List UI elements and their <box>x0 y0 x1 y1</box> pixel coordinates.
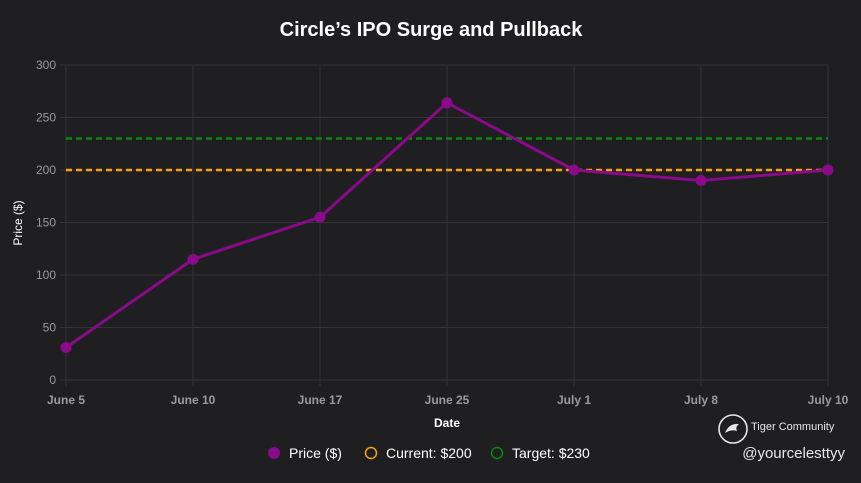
x-axis-label: Date <box>434 416 460 430</box>
y-tick-label: 300 <box>36 58 56 72</box>
legend-label: Current: $200 <box>386 445 472 461</box>
legend-marker-icon <box>268 447 280 459</box>
legend-label: Price ($) <box>289 445 342 461</box>
legend-target: Target: $230 <box>490 445 590 461</box>
grid <box>60 64 829 386</box>
data-point-price <box>822 164 834 176</box>
data-point-price <box>60 341 72 353</box>
tiger-logo-icon <box>718 414 748 444</box>
legend-current: Current: $200 <box>364 445 472 461</box>
x-tick-label: July 8 <box>684 393 718 407</box>
y-tick-label: 200 <box>36 163 56 177</box>
x-tick-label: June 17 <box>298 393 343 407</box>
legend-marker-icon <box>490 446 504 460</box>
x-tick-label: June 5 <box>47 393 85 407</box>
data-point-price <box>441 97 453 109</box>
data-point-price <box>314 211 326 223</box>
legend-price: Price ($) <box>268 445 342 461</box>
chart-title: Circle’s IPO Surge and Pullback <box>280 19 584 41</box>
data-point-price <box>695 175 707 186</box>
y-axis-label: Price ($) <box>11 200 25 245</box>
data-point-price <box>568 164 580 176</box>
series <box>60 97 834 353</box>
y-tick-label: 150 <box>36 216 56 230</box>
y-tick-label: 100 <box>36 268 56 282</box>
legend-marker-icon <box>364 446 378 460</box>
legend-label: Target: $230 <box>512 445 590 461</box>
x-tick-label: June 10 <box>171 393 216 407</box>
data-point-price <box>187 253 199 265</box>
x-tick-label: July 10 <box>808 393 849 407</box>
legend: Price ($) Current: $200 Target: $230 <box>268 445 590 461</box>
y-tick-label: 50 <box>43 321 57 335</box>
x-tick-label: June 25 <box>425 393 470 407</box>
watermark: Tiger Community @yourcelesttyy <box>717 413 847 473</box>
x-tick-label: July 1 <box>557 393 591 407</box>
watermark-handle: @yourcelesttyy <box>742 445 845 462</box>
y-tick-label: 250 <box>36 111 56 125</box>
watermark-brand: Tiger Community <box>751 421 835 433</box>
axes: 0 50 100 150 200 250 300 June 5 June 10 June 17 Ju… <box>36 58 849 407</box>
y-tick-label: 0 <box>49 373 56 387</box>
